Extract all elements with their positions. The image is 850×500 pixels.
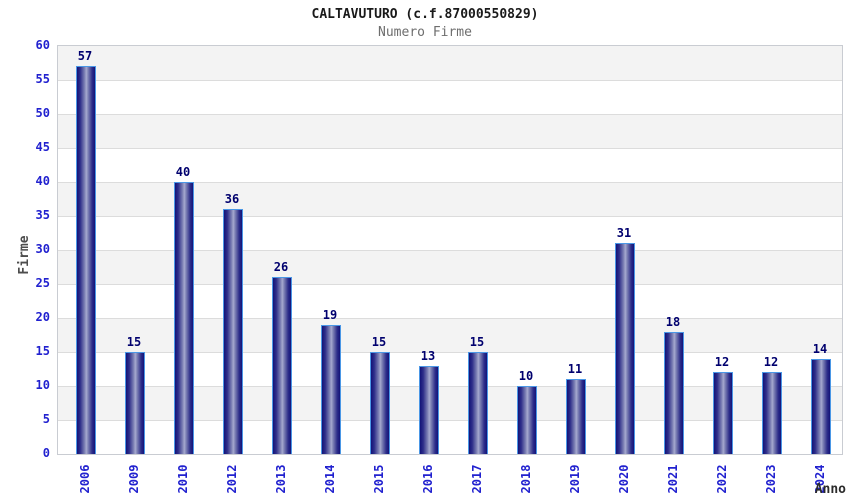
y-tick-label: 40 [35, 174, 50, 188]
bar-value-label: 11 [567, 362, 583, 377]
bar-2021 [664, 331, 684, 454]
y-tick-label: 15 [35, 344, 50, 358]
x-tick-label: 2009 [127, 464, 141, 494]
gridline [58, 80, 842, 81]
y-tick-label: 45 [35, 140, 50, 154]
x-tick-label: 2017 [470, 464, 484, 494]
bar-2018 [517, 386, 537, 454]
gridline [58, 250, 842, 251]
y-tick-label: 50 [35, 106, 50, 120]
gridline [58, 352, 842, 353]
x-tick-label: 2014 [323, 464, 337, 494]
gridline [58, 114, 842, 115]
x-tick-label: 2020 [617, 464, 631, 494]
bar-value-label: 36 [224, 192, 240, 207]
y-tick-label: 35 [35, 208, 50, 222]
x-tick-label: 2015 [372, 464, 386, 494]
y-tick-label: 55 [35, 72, 50, 86]
x-tick-label: 2010 [176, 464, 190, 494]
bar-2009 [125, 352, 145, 454]
gridline [58, 284, 842, 285]
y-tick-label: 30 [35, 242, 50, 256]
bar-2014 [321, 324, 341, 454]
bar-2012 [223, 209, 243, 454]
bar-2017 [468, 352, 488, 454]
y-tick-label: 5 [42, 412, 50, 426]
x-tick-label: 2021 [666, 464, 680, 494]
bar-value-label: 14 [812, 341, 828, 356]
bar-2010 [174, 182, 194, 454]
y-tick-label: 0 [42, 446, 50, 460]
bar-value-label: 15 [371, 335, 387, 349]
gridline [58, 216, 842, 217]
bar-2016 [419, 365, 439, 454]
bar-2013 [272, 277, 292, 454]
gridline [58, 386, 842, 387]
bar-value-label: 12 [763, 355, 779, 370]
bar-value-label: 19 [322, 307, 338, 322]
y-tick-label: 60 [35, 38, 50, 52]
plot-area [57, 45, 843, 455]
plot-band [58, 114, 842, 148]
chart-title: CALTAVUTURO (c.f.87000550829) [311, 7, 539, 22]
bar-value-label: 15 [469, 335, 485, 349]
gridline [58, 148, 842, 149]
bar-2022 [713, 372, 733, 454]
y-tick-label: 20 [35, 310, 50, 324]
gridline [58, 318, 842, 319]
y-tick-label: 10 [35, 378, 50, 392]
bar-value-label: 31 [616, 226, 632, 241]
x-tick-label: 2016 [421, 464, 435, 494]
x-tick-label: 2019 [568, 464, 582, 494]
bar-2006 [76, 66, 96, 454]
chart-subtitle: Numero Firme [378, 25, 472, 40]
plot-band [58, 80, 842, 114]
gridline [58, 182, 842, 183]
x-tick-label: 2018 [519, 464, 533, 494]
x-tick-label: 2023 [764, 464, 778, 494]
bar-value-label: 12 [714, 355, 730, 370]
bar-2024 [811, 358, 831, 454]
x-axis-title: Anno [814, 482, 846, 497]
y-tick-label: 25 [35, 276, 50, 290]
bar-value-label: 40 [175, 165, 191, 179]
bar-2020 [615, 243, 635, 454]
bar-2023 [762, 372, 782, 454]
plot-band [58, 46, 842, 80]
gridline [58, 420, 842, 421]
bar-value-label: 57 [77, 49, 93, 64]
bar-value-label: 15 [126, 335, 142, 349]
x-tick-label: 2013 [274, 464, 288, 494]
bar-value-label: 10 [518, 369, 534, 383]
bar-2019 [566, 379, 586, 454]
x-tick-label: 2022 [715, 464, 729, 494]
x-tick-label: 2006 [78, 464, 92, 494]
bar-2015 [370, 352, 390, 454]
plot-band [58, 148, 842, 182]
bar-value-label: 26 [273, 260, 289, 275]
x-tick-label: 2012 [225, 464, 239, 494]
bar-value-label: 18 [665, 314, 681, 329]
bar-value-label: 13 [420, 348, 436, 363]
